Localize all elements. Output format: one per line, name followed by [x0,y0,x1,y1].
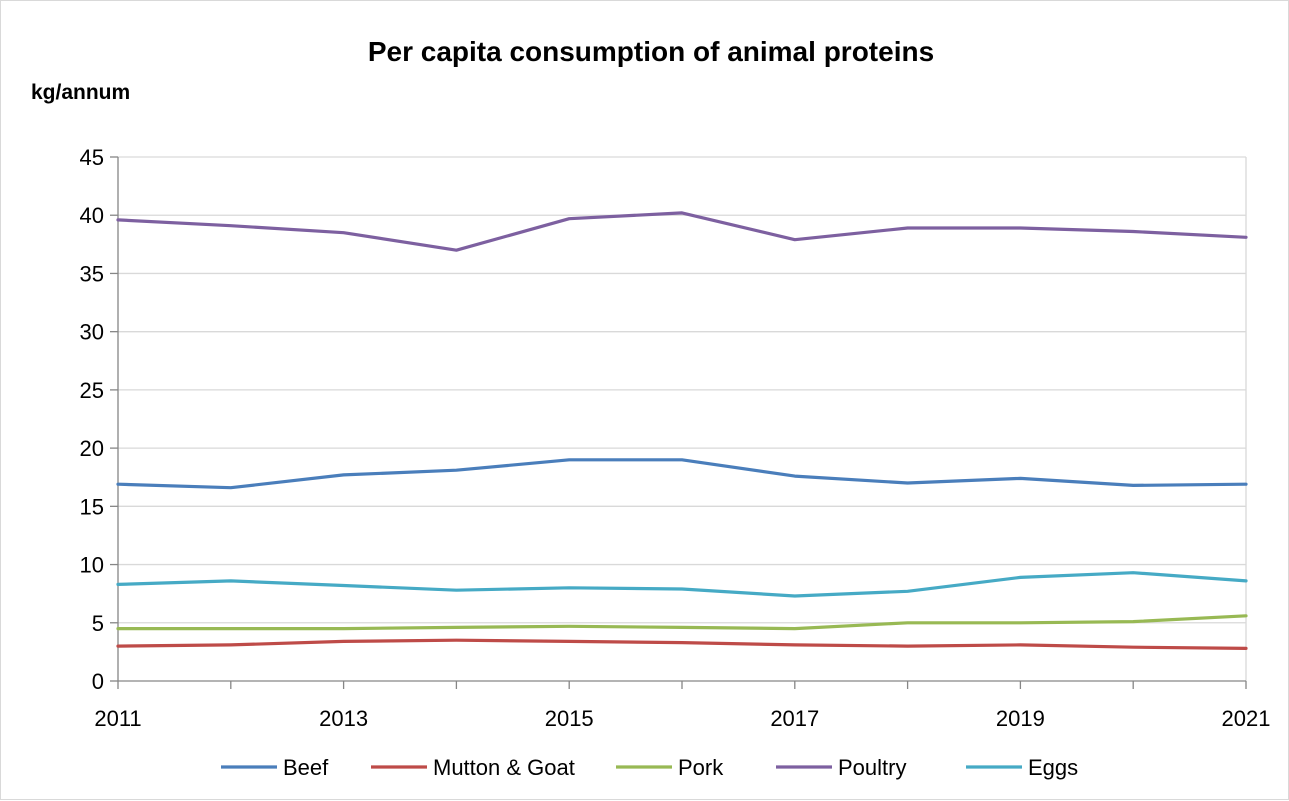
y-axis-ticks: 0 5 10 15 20 25 30 35 40 45 [80,145,118,694]
legend-label: Mutton & Goat [433,755,575,780]
series-lines [116,211,1248,651]
y-tick-label: 40 [80,203,104,228]
series-line-mutton-goat [116,638,1248,651]
y-tick-label: 30 [80,320,104,345]
series-line-eggs [116,571,1248,598]
gridlines [118,156,1247,681]
legend-item-mutton-goat: Mutton & Goat [371,755,575,780]
x-tick-label: 2015 [545,706,594,731]
legend-item-pork: Pork [616,755,724,780]
x-tick-label: 2011 [94,706,141,731]
x-tick-label: 2021 [1222,706,1271,731]
y-tick-label: 45 [80,145,104,170]
legend-label: Pork [678,755,724,780]
legend-label: Beef [283,755,329,780]
x-tick-label: 2017 [770,706,819,731]
y-tick-label: 5 [92,611,104,636]
x-tick-label: 2019 [996,706,1045,731]
y-tick-label: 35 [80,261,104,286]
legend-item-beef: Beef [221,755,329,780]
y-tick-label: 20 [80,436,104,461]
y-tick-label: 25 [80,378,104,403]
series-line-beef [116,458,1248,490]
axes [117,157,1246,682]
legend-label: Eggs [1028,755,1078,780]
x-tick-label: 2013 [319,706,368,731]
series-line-pork [116,614,1248,631]
y-tick-label: 0 [92,669,104,694]
y-tick-label: 15 [80,494,104,519]
legend: Beef Mutton & Goat Pork Poultry Eggs [221,755,1078,780]
series-line-poultry [116,211,1248,252]
legend-item-eggs: Eggs [966,755,1078,780]
y-axis-label: kg/annum [31,81,130,104]
y-tick-label: 10 [80,553,104,578]
legend-label: Poultry [838,755,906,780]
legend-item-poultry: Poultry [776,755,906,780]
chart-title: Per capita consumption of animal protein… [368,36,934,67]
x-axis-ticks: 2011 2013 2015 2017 2019 2021 [94,681,1270,731]
